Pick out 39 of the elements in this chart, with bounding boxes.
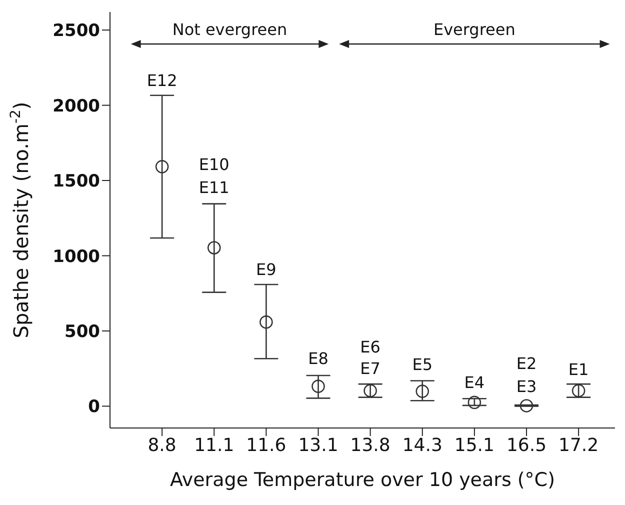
x-tick-label: 13.1 — [298, 434, 338, 456]
x-tick-label: 15.1 — [454, 434, 494, 456]
x-axis-title: Average Temperature over 10 years (°C) — [170, 469, 556, 491]
annotation: E1 — [568, 360, 589, 380]
point — [364, 384, 377, 398]
annotation: E11 — [198, 178, 230, 197]
y-tick-label: 1000 — [52, 246, 100, 267]
annotation: E8 — [308, 349, 328, 368]
annotation: E7 — [360, 359, 380, 378]
y-tick-label: 500 — [64, 322, 100, 342]
point — [260, 315, 273, 329]
x-tick-label: 8.8 — [148, 434, 176, 456]
annotation: E3 — [516, 376, 537, 396]
annotation: E4 — [464, 372, 485, 392]
y-tick-label: 0 — [88, 397, 100, 418]
point — [312, 380, 325, 393]
point — [520, 399, 534, 412]
y-tick-label: 1500 — [52, 172, 100, 192]
y-tick-label: 2000 — [52, 96, 100, 116]
annotation: E9 — [256, 260, 276, 280]
annotation: Not evergreen — [172, 20, 288, 39]
annotation: E2 — [516, 354, 537, 374]
x-tick-label: 17.2 — [558, 434, 599, 456]
x-tick-label: 13.8 — [350, 434, 390, 456]
point — [572, 384, 586, 398]
annotation: E12 — [146, 71, 178, 90]
x-tick-label: 14.3 — [402, 434, 442, 456]
x-tick-label: 16.5 — [506, 434, 547, 456]
point — [155, 160, 169, 174]
annotation: E5 — [412, 355, 433, 374]
point — [207, 241, 221, 254]
x-tick-label: 11.1 — [194, 434, 234, 456]
point — [468, 396, 482, 410]
annotation: Evergreen — [433, 20, 516, 39]
x-tick-label: 11.6 — [246, 434, 286, 456]
point — [416, 384, 430, 398]
annotation: E10 — [198, 155, 230, 174]
y-tick-label: 2500 — [52, 21, 100, 42]
annotation: E6 — [360, 337, 380, 356]
